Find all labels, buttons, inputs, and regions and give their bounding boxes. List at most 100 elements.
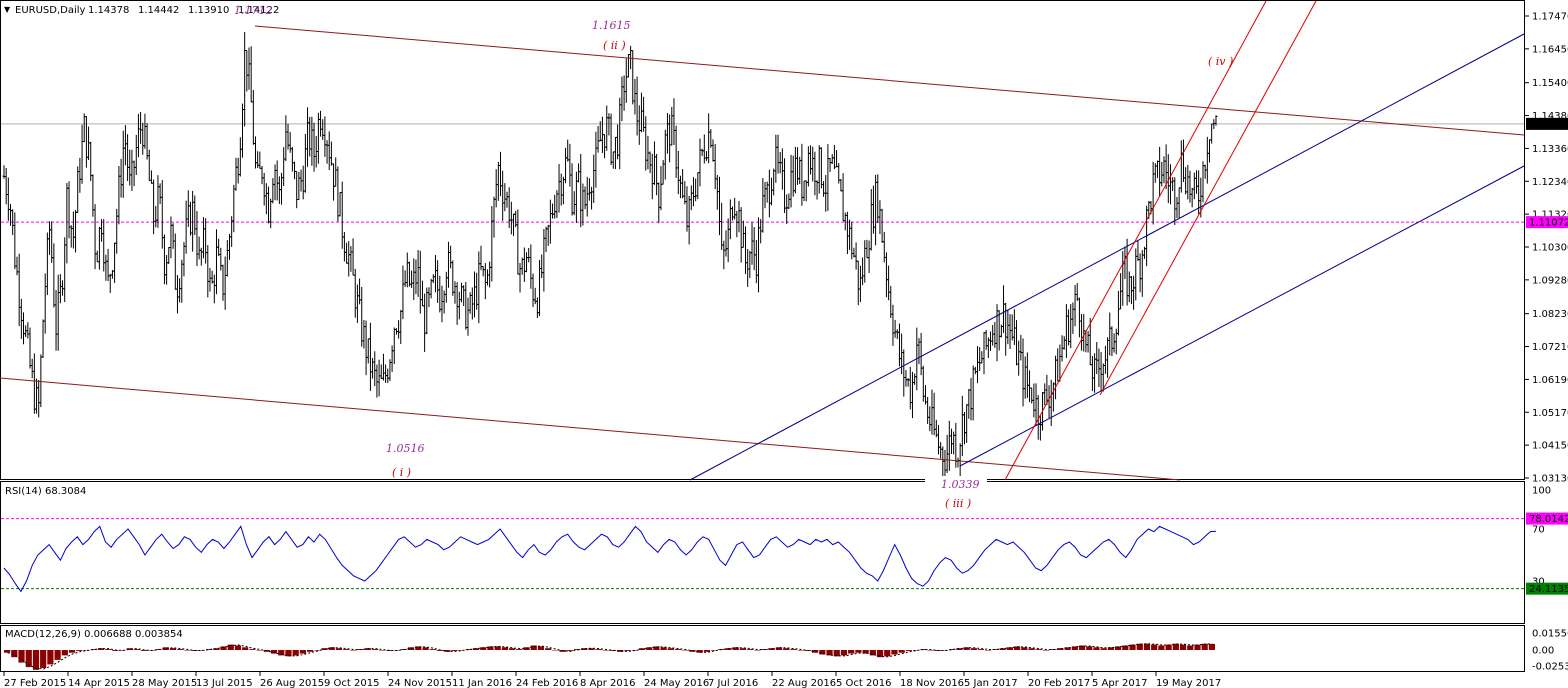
macd-histogram-bar xyxy=(1014,646,1021,650)
ohlc-bar xyxy=(347,241,351,277)
date-axis-label: 24 Nov 2015 xyxy=(388,678,452,688)
ohlc-bar xyxy=(991,325,995,346)
macd-histogram-bar xyxy=(451,650,458,651)
ohlc-bar xyxy=(251,89,255,145)
macd-histogram-bar xyxy=(1187,645,1194,650)
ohlc-bar xyxy=(585,176,589,217)
ohlc-bar xyxy=(1188,170,1192,203)
macd-histogram-bar xyxy=(891,650,898,655)
macd-histogram-bar xyxy=(674,649,682,650)
ohlc-bar xyxy=(329,141,333,166)
ohlc-bar xyxy=(637,105,641,145)
ohlc-open: 1.14378 xyxy=(88,5,129,16)
ohlc-bar xyxy=(414,259,418,295)
ohlc-bar xyxy=(939,442,943,459)
ohlc-bar xyxy=(800,143,804,206)
chart-dropdown-icon[interactable]: ▼ xyxy=(4,5,11,14)
ohlc-bar xyxy=(1108,312,1112,356)
ohlc-bar xyxy=(457,291,461,320)
ohlc-bar xyxy=(663,129,667,180)
macd-histogram-bar xyxy=(436,650,444,651)
ohlc-bar xyxy=(191,190,195,252)
macd-histogram-bar xyxy=(169,648,177,650)
ohlc-bar xyxy=(1080,314,1084,351)
ohlc-bar xyxy=(323,116,327,157)
ohlc-bar xyxy=(74,209,78,253)
macd-histogram-bar xyxy=(422,647,429,650)
ohlc-bar xyxy=(67,181,71,239)
macd-histogram-bar xyxy=(249,649,256,650)
ohlc-bar xyxy=(1112,333,1116,353)
ohlc-bar xyxy=(804,180,808,202)
ohlc-bar xyxy=(199,247,203,266)
ohlc-bar xyxy=(678,175,682,199)
rsi-level-tag xyxy=(1526,512,1568,525)
ohlc-bar xyxy=(262,172,266,206)
ohlc-bar xyxy=(466,297,470,336)
ohlc-bar xyxy=(724,230,728,257)
ohlc-bar xyxy=(336,166,340,222)
ohlc-bar xyxy=(978,347,982,372)
ohlc-bar xyxy=(17,253,21,327)
ohlc-bar xyxy=(1071,302,1075,334)
macd-histogram-bar xyxy=(415,646,422,650)
macd-histogram-bar xyxy=(270,650,278,654)
ohlc-bar xyxy=(1214,115,1218,126)
price-axis-label: 1.06190 xyxy=(1532,375,1568,386)
ohlc-bar xyxy=(321,119,325,140)
ohlc-bar xyxy=(117,166,121,225)
ohlc-bar xyxy=(165,255,169,285)
ohlc-bar xyxy=(433,254,437,293)
ohlc-bar xyxy=(1210,123,1214,144)
date-axis-label: 22 Aug 2016 xyxy=(772,678,836,688)
ohlc-bar xyxy=(642,96,646,132)
rsi-axis-label: 100 xyxy=(1532,486,1551,497)
ohlc-bar xyxy=(863,240,867,283)
axis-layer: 1.17470 1.16450 1.15400 1.14380 1.13360 1.123… xyxy=(3,12,1568,688)
ohlc-bar xyxy=(390,345,394,372)
macd-histogram-bar xyxy=(1201,643,1208,650)
ohlc-bar xyxy=(236,157,240,184)
ohlc-bar xyxy=(702,134,706,164)
rsi-axis-label: 30 xyxy=(1532,577,1545,588)
ohlc-bar xyxy=(58,274,62,304)
ohlc-bar xyxy=(225,240,229,277)
ohlc-bar xyxy=(887,265,891,301)
ohlc-bar xyxy=(787,193,791,210)
date-axis-label: 24 Feb 2016 xyxy=(516,678,578,688)
macd-histogram-bar xyxy=(1057,648,1064,650)
ohlc-bar xyxy=(167,246,171,264)
ohlc-bar xyxy=(518,262,522,293)
ohlc-bar xyxy=(420,280,424,307)
ohlc-bar xyxy=(162,234,166,285)
ohlc-bar xyxy=(1162,156,1166,184)
macd-histogram-bar xyxy=(884,650,891,657)
macd-axis-label: 0.015564 xyxy=(1532,629,1568,640)
ohlc-bar xyxy=(158,183,162,204)
ohlc-bar xyxy=(809,145,813,175)
annotation-1-1615: 1.1615 xyxy=(592,19,631,32)
ohlc-bar xyxy=(37,379,41,418)
macd-histogram-bar xyxy=(537,646,545,650)
price-axis-label: 1.08230 xyxy=(1532,309,1568,320)
ohlc-bar xyxy=(19,298,23,339)
ohlc-bar xyxy=(206,245,210,298)
macd-histogram-bar xyxy=(83,650,90,651)
ohlc-bar xyxy=(50,221,54,263)
ohlc-bar xyxy=(449,245,453,269)
ohlc-bar xyxy=(351,238,355,276)
macd-histogram-bar xyxy=(840,650,848,656)
ohlc-bar xyxy=(130,149,134,191)
ohlc-bar xyxy=(587,178,591,201)
ohlc-bar xyxy=(201,217,205,259)
macd-histogram-bar xyxy=(862,650,869,654)
macd-histogram-bar xyxy=(299,650,306,654)
ohlc-bar xyxy=(470,287,474,320)
macd-histogram-bar xyxy=(234,645,242,650)
ohlc-bar xyxy=(802,180,806,202)
ohlc-bar xyxy=(78,157,82,193)
ohlc-bar xyxy=(594,131,598,188)
ohlc-bar xyxy=(811,146,815,182)
macd-histogram-bar xyxy=(220,646,227,650)
